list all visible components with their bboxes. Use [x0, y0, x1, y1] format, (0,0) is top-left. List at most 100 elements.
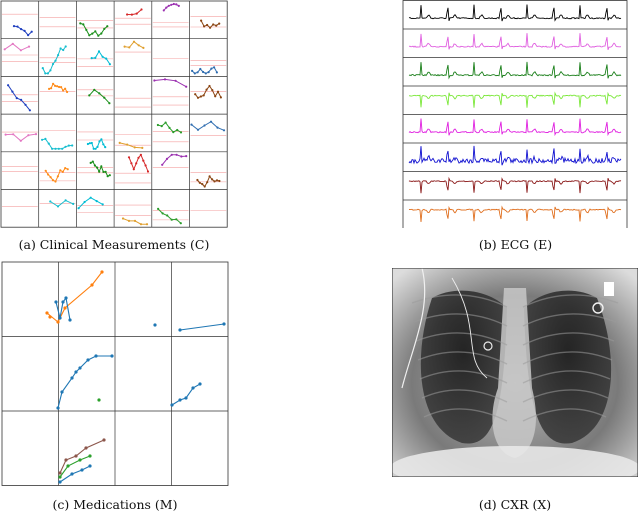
- lab-point: [175, 218, 178, 221]
- lab-point: [50, 87, 53, 90]
- lab-series-line: [197, 175, 220, 188]
- lab-point: [88, 94, 91, 97]
- lab-point: [106, 25, 109, 28]
- lab-point: [191, 69, 194, 72]
- lab-series-line: [90, 160, 111, 177]
- lab-point: [139, 223, 143, 226]
- lab-point: [54, 180, 57, 183]
- lab-series-line: [191, 66, 218, 74]
- lab-point: [85, 28, 88, 31]
- lab-point: [196, 96, 200, 99]
- orientation-marker: [604, 282, 614, 296]
- ecg-electrode: [592, 302, 604, 314]
- lab-point: [193, 72, 196, 75]
- lab-point: [27, 45, 31, 48]
- lab-point: [102, 170, 105, 173]
- lab-point: [59, 169, 62, 172]
- lab-point: [170, 3, 173, 6]
- lab-point: [27, 34, 30, 37]
- lab-point: [140, 8, 143, 11]
- rib-shadow: [413, 313, 508, 327]
- lab-point: [20, 28, 23, 31]
- lab-point: [59, 47, 62, 50]
- lab-point: [71, 144, 74, 147]
- medication-dose-point: [191, 386, 195, 390]
- medication-dose-point: [80, 468, 84, 472]
- lab-point: [174, 79, 177, 82]
- lab-point: [23, 29, 26, 32]
- lab-point: [179, 131, 183, 134]
- lab-point: [64, 87, 67, 90]
- lab-point: [44, 169, 47, 172]
- lab-point: [216, 126, 219, 129]
- lab-point: [54, 147, 57, 150]
- lab-point: [97, 34, 100, 37]
- medication-dose-point: [63, 306, 67, 310]
- clinical-measurements-panel: [0, 0, 228, 230]
- lab-point: [88, 142, 91, 145]
- medication-dose-point: [90, 283, 94, 287]
- lab-point: [94, 147, 97, 150]
- lab-point: [160, 125, 163, 128]
- lab-point: [101, 55, 104, 58]
- lab-point: [133, 146, 136, 149]
- lab-point: [209, 26, 212, 29]
- lab-point: [88, 34, 91, 37]
- cxr-panel: [392, 268, 638, 477]
- lab-point: [12, 133, 15, 136]
- lab-point: [49, 69, 52, 72]
- diaphragm-shadow: [392, 446, 638, 477]
- lab-point: [58, 85, 61, 89]
- ecg-lead-trace: [408, 4, 622, 22]
- ecg-lead-trace: [408, 61, 622, 80]
- lab-point: [212, 23, 215, 26]
- lab-point: [161, 212, 164, 215]
- lab-point: [90, 141, 93, 145]
- lab-point: [98, 140, 101, 143]
- lab-point: [168, 126, 171, 129]
- lab-point: [215, 24, 218, 27]
- lab-point: [208, 175, 211, 178]
- lab-point: [96, 145, 99, 148]
- lab-point: [203, 124, 206, 127]
- lab-point: [34, 133, 38, 136]
- lab-point: [19, 49, 22, 52]
- ecg-panel: [402, 0, 629, 228]
- ecg-lead-trace: [408, 33, 622, 51]
- rib-shadow: [522, 370, 611, 384]
- medication-dose-point: [74, 370, 78, 374]
- lab-point: [91, 160, 94, 163]
- lab-point: [52, 82, 55, 85]
- lab-point: [48, 87, 51, 90]
- lab-point: [16, 25, 19, 28]
- lab-point: [11, 90, 14, 93]
- lab-point: [72, 202, 75, 205]
- lab-point: [89, 196, 92, 199]
- medication-dose-point: [68, 318, 72, 322]
- lab-point: [139, 153, 142, 156]
- medication-dose-point: [56, 406, 60, 410]
- lab-point: [175, 153, 178, 156]
- lab-series-line: [191, 121, 225, 131]
- medication-dose-point: [170, 403, 174, 407]
- chest-xray-image: [392, 268, 638, 477]
- lab-point: [61, 147, 64, 150]
- lab-point: [60, 86, 63, 89]
- rib-shadow: [522, 351, 613, 365]
- lab-point: [101, 203, 104, 206]
- medication-dose-point: [153, 323, 157, 327]
- medication-dose-line: [59, 465, 91, 483]
- lab-point: [11, 42, 14, 45]
- rib-shadow: [522, 408, 607, 422]
- lab-point: [164, 121, 167, 124]
- lab-point: [12, 25, 16, 28]
- caption-medications: (c) Medications (M): [52, 497, 178, 512]
- medication-dose-point: [94, 354, 98, 358]
- rib-shadow: [522, 389, 609, 403]
- lab-point: [177, 4, 180, 7]
- caption-ecg: (b) ECG (E): [478, 237, 553, 252]
- lab-point: [41, 138, 44, 141]
- ecg-lead-trace: [408, 91, 622, 108]
- rib-shadow: [421, 389, 508, 403]
- lab-point: [163, 78, 167, 81]
